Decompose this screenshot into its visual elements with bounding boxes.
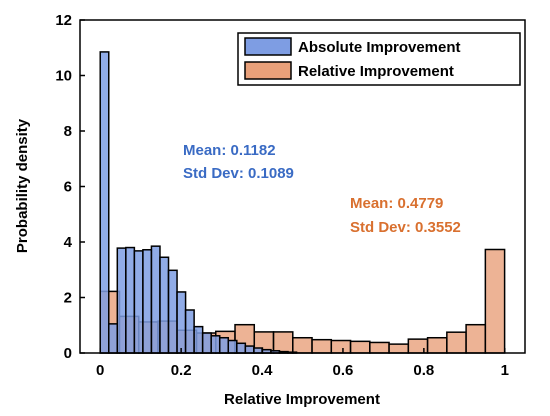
absolute-bar — [159, 256, 170, 354]
legend-label-relative: Relative Improvement — [298, 63, 454, 80]
x-tick-label: 1 — [501, 362, 509, 379]
absolute-bar — [193, 325, 204, 354]
relative-bar — [369, 341, 390, 354]
y-axis-label: Probability density — [14, 118, 31, 253]
annotation-absolute-mean: Mean: 0.1182 — [183, 142, 276, 159]
absolute-bar — [227, 339, 238, 354]
relative-bar — [465, 323, 487, 354]
absolute-bar — [210, 335, 221, 354]
y-tick-label: 8 — [64, 123, 72, 140]
relative-bar — [388, 343, 410, 354]
annotation-relative-std: Std Dev: 0.3552 — [350, 219, 461, 236]
series-absolute-bars — [99, 51, 298, 354]
relative-bar — [292, 336, 313, 354]
legend-swatch-relative — [244, 61, 292, 80]
legend: Absolute Improvement Relative Improvemen… — [237, 32, 521, 86]
relative-bar — [446, 331, 467, 354]
x-axis-label: Relative Improvement — [224, 391, 380, 408]
relative-bar — [349, 340, 371, 354]
y-tick-label: 2 — [64, 290, 72, 307]
relative-bar — [272, 331, 294, 354]
annotation-relative-mean: Mean: 0.4779 — [350, 195, 443, 212]
absolute-bar — [244, 345, 255, 354]
x-tick-label: 0.4 — [252, 362, 274, 379]
x-tick-label: 0.8 — [413, 362, 434, 379]
absolute-bar — [142, 249, 153, 354]
relative-bar — [311, 338, 333, 354]
relative-bar — [407, 338, 429, 354]
absolute-bar — [201, 332, 212, 354]
absolute-bar — [176, 291, 187, 354]
x-tick-label: 0.6 — [333, 362, 354, 379]
x-tick-label: 0 — [96, 362, 104, 379]
bars-layer — [99, 51, 506, 354]
y-tick-label: 4 — [64, 234, 73, 251]
y-tick-label: 12 — [55, 12, 72, 29]
relative-bar — [426, 336, 448, 354]
absolute-bar — [116, 247, 127, 354]
absolute-bar — [184, 309, 195, 354]
legend-swatch-absolute — [244, 37, 292, 56]
absolute-bar — [99, 51, 110, 354]
x-tick-label: 0.2 — [171, 362, 192, 379]
annotation-absolute-std: Std Dev: 0.1089 — [183, 165, 294, 182]
plot-frame — [79, 19, 526, 354]
legend-label-absolute: Absolute Improvement — [298, 39, 461, 56]
absolute-bar — [108, 323, 119, 354]
absolute-bar — [150, 245, 161, 354]
absolute-bar — [218, 336, 230, 354]
relative-bar — [330, 339, 352, 354]
y-tick-label: 0 — [64, 345, 72, 362]
absolute-bar — [236, 342, 247, 354]
absolute-bar — [167, 269, 178, 354]
relative-bar — [484, 248, 506, 354]
annotation-relative: Mean: 0.4779 Std Dev: 0.3552 — [350, 195, 461, 236]
y-tick-label: 6 — [64, 179, 72, 196]
annotation-absolute: Mean: 0.1182 Std Dev: 0.1089 — [183, 142, 294, 182]
absolute-bar — [133, 250, 144, 354]
absolute-bar — [125, 246, 136, 354]
y-tick-label: 10 — [55, 68, 72, 85]
